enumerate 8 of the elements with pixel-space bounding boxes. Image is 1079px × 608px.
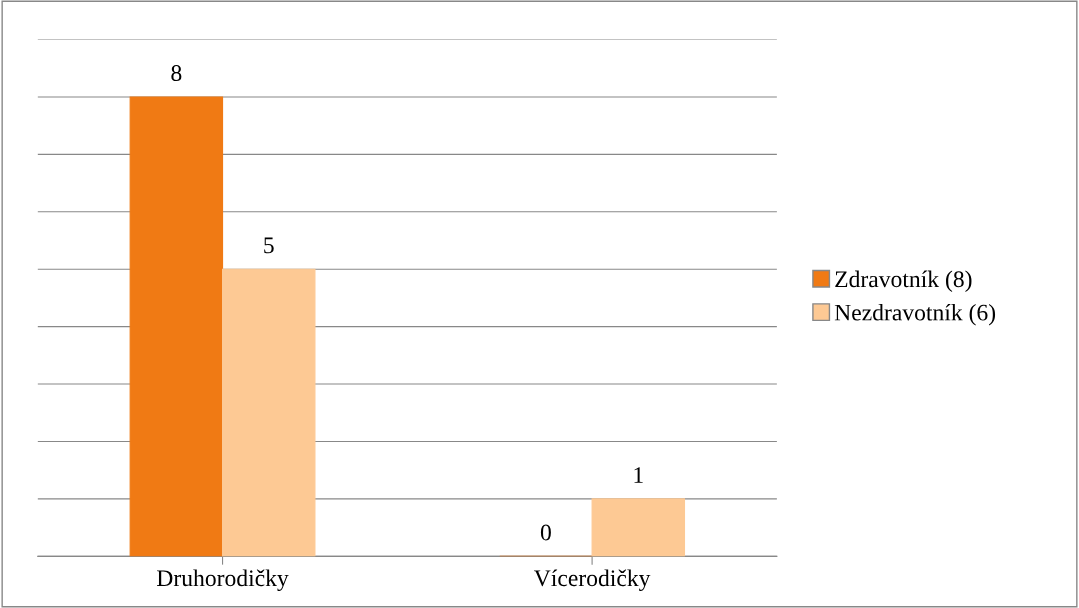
data-label: 5 bbox=[264, 237, 274, 254]
data-label: 8 bbox=[171, 65, 182, 82]
data-label: 0 bbox=[540, 524, 551, 541]
x-tick-label: Vícerodičky bbox=[534, 569, 651, 592]
data-label: 1 bbox=[634, 467, 643, 483]
legend-label: Nezdravotník (6) bbox=[834, 303, 996, 326]
legend-label: Zdravotník (8) bbox=[835, 270, 972, 293]
x-tick-label: Druhorodičky bbox=[157, 569, 289, 592]
